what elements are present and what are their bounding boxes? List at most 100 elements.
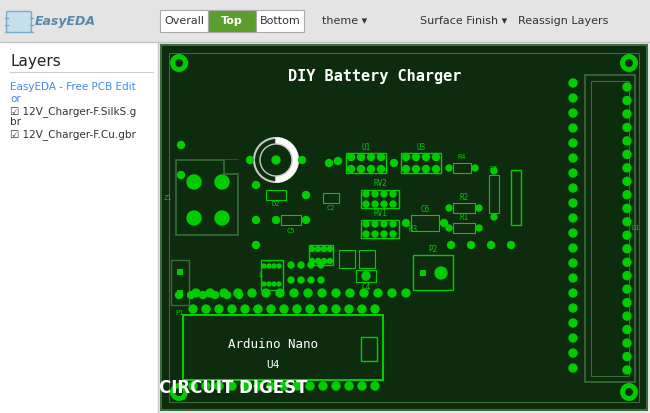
Circle shape [422, 154, 430, 161]
Circle shape [569, 154, 577, 162]
Text: U1: U1 [361, 142, 370, 152]
Bar [0, 42, 158, 413]
Circle shape [276, 289, 284, 297]
Bar [177, 290, 183, 296]
Circle shape [228, 305, 236, 313]
Circle shape [177, 171, 185, 178]
Circle shape [234, 289, 242, 297]
Text: D1: D1 [632, 225, 640, 232]
Circle shape [241, 305, 249, 313]
Text: EasyEDA - Free PCB Edit: EasyEDA - Free PCB Edit [10, 82, 136, 92]
Circle shape [390, 201, 396, 207]
Circle shape [623, 325, 631, 334]
Bar [361, 220, 399, 238]
Circle shape [345, 305, 353, 313]
Bar [489, 175, 499, 213]
Circle shape [623, 366, 631, 374]
Text: theme ▾: theme ▾ [322, 16, 367, 26]
Circle shape [508, 242, 515, 249]
Circle shape [413, 154, 419, 161]
Circle shape [371, 382, 379, 390]
Circle shape [488, 242, 495, 249]
Text: DIY Battery Charger: DIY Battery Charger [288, 69, 462, 85]
Circle shape [318, 262, 324, 268]
Circle shape [569, 199, 577, 207]
Circle shape [215, 175, 229, 189]
Circle shape [272, 264, 276, 268]
Bar [0, 0, 650, 42]
Circle shape [187, 292, 194, 299]
Bar [591, 81, 629, 376]
Text: R3: R3 [408, 225, 417, 233]
Text: RV2: RV2 [373, 180, 387, 188]
Circle shape [623, 299, 631, 306]
Circle shape [432, 154, 439, 161]
Text: U4: U4 [266, 360, 280, 370]
Circle shape [322, 247, 326, 252]
Bar [208, 10, 256, 32]
Text: D2: D2 [272, 201, 280, 207]
Circle shape [262, 282, 266, 286]
Circle shape [374, 289, 382, 297]
Circle shape [623, 110, 631, 118]
Circle shape [569, 319, 577, 327]
Bar [177, 269, 183, 275]
Circle shape [267, 264, 271, 268]
Circle shape [623, 204, 631, 212]
Circle shape [358, 154, 365, 161]
Circle shape [319, 382, 327, 390]
Circle shape [620, 383, 638, 401]
Circle shape [322, 259, 326, 263]
Polygon shape [276, 138, 298, 182]
Circle shape [220, 289, 228, 297]
Circle shape [623, 97, 631, 104]
Text: Arduino Nano: Arduino Nano [228, 339, 318, 351]
Circle shape [267, 382, 275, 390]
Circle shape [371, 305, 379, 313]
Text: P1: P1 [176, 310, 184, 316]
Circle shape [402, 166, 410, 173]
Circle shape [381, 191, 387, 197]
Circle shape [241, 382, 249, 390]
Bar [453, 163, 471, 173]
Text: Top: Top [221, 16, 243, 26]
Bar [160, 10, 208, 32]
Text: EasyEDA: EasyEDA [35, 14, 96, 28]
Circle shape [381, 201, 387, 207]
Circle shape [262, 264, 266, 268]
Circle shape [447, 242, 454, 249]
Circle shape [288, 277, 294, 283]
Bar [411, 215, 439, 231]
Circle shape [623, 285, 631, 293]
Circle shape [345, 382, 353, 390]
Circle shape [360, 289, 368, 297]
Circle shape [620, 54, 638, 72]
Circle shape [569, 139, 577, 147]
Circle shape [358, 382, 366, 390]
Bar [256, 10, 304, 32]
Text: Surface Finish ▾: Surface Finish ▾ [420, 16, 507, 26]
Circle shape [491, 214, 497, 220]
Bar [401, 153, 441, 173]
Bar [453, 223, 475, 233]
Bar [359, 250, 375, 268]
Circle shape [623, 272, 631, 280]
Circle shape [277, 264, 281, 268]
Bar [356, 270, 376, 282]
Circle shape [215, 211, 229, 225]
Bar [361, 337, 377, 361]
Circle shape [348, 166, 354, 173]
Circle shape [363, 221, 369, 227]
Circle shape [623, 137, 631, 145]
Circle shape [362, 272, 370, 280]
Circle shape [260, 144, 292, 176]
Circle shape [569, 334, 577, 342]
Circle shape [175, 388, 183, 396]
Circle shape [215, 305, 223, 313]
Circle shape [623, 339, 631, 347]
Circle shape [381, 231, 387, 237]
Text: C5: C5 [287, 228, 295, 234]
Circle shape [192, 289, 200, 297]
Bar [346, 153, 386, 173]
Bar [183, 315, 383, 380]
